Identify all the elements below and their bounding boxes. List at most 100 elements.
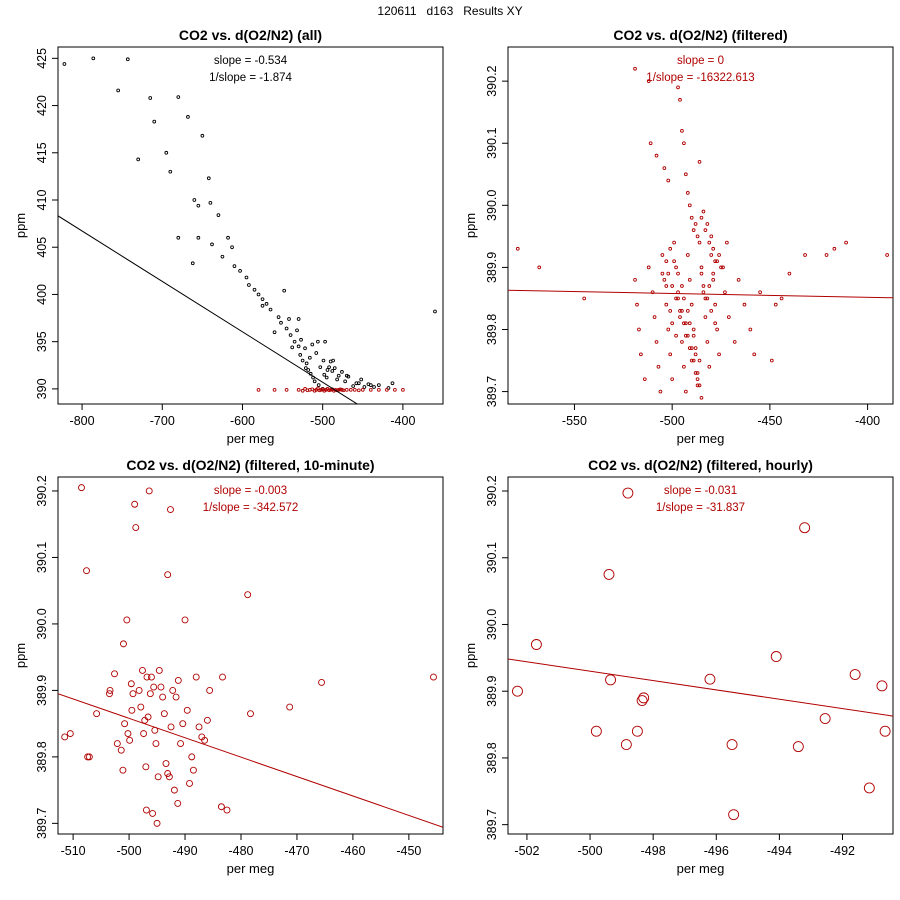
data-point [117, 746, 125, 754]
data-point [662, 277, 667, 282]
y-tick-label: 400 [35, 284, 49, 305]
data-point [295, 328, 299, 333]
data-point [685, 253, 690, 257]
regression-line [58, 215, 359, 404]
data-point [650, 290, 655, 295]
data-point [360, 387, 365, 392]
data-point [312, 379, 317, 384]
data-point [674, 333, 678, 338]
data-point [145, 487, 153, 495]
data-point [703, 296, 708, 301]
data-point [683, 172, 688, 177]
data-point [537, 265, 542, 270]
y-tick-label: 390.0 [35, 608, 49, 639]
data-point [705, 340, 710, 344]
plot-area [58, 484, 443, 828]
data-point [143, 673, 151, 681]
data-point [356, 388, 361, 393]
data-point [141, 716, 149, 724]
data-point [723, 290, 727, 295]
data-point [660, 271, 665, 276]
data-point [352, 387, 357, 392]
data-point [656, 364, 661, 369]
data-point [272, 387, 277, 392]
panel-title: CO2 vs. d(O2/N2) (filtered) [613, 27, 787, 43]
data-point [736, 277, 741, 282]
data-point [654, 153, 659, 158]
data-point [116, 88, 121, 93]
data-point [106, 686, 114, 694]
data-point [689, 358, 694, 363]
data-point [341, 388, 346, 393]
data-point [512, 685, 523, 697]
data-point [666, 327, 671, 332]
x-tick-label: -450 [396, 844, 421, 858]
x-tick-label: -490 [173, 844, 198, 858]
data-point [164, 571, 172, 579]
data-point [113, 740, 121, 748]
data-point [707, 284, 712, 288]
data-point [685, 191, 690, 195]
data-point [803, 253, 807, 257]
data-point [705, 296, 710, 301]
data-point [682, 141, 686, 146]
data-point [310, 342, 315, 347]
x-tick-label: -500 [310, 414, 335, 428]
data-point [288, 333, 293, 337]
data-point [683, 333, 688, 338]
data-point [697, 160, 702, 164]
data-point [670, 284, 675, 288]
data-point [682, 364, 686, 369]
x-tick-label: -496 [704, 844, 729, 858]
data-point [179, 720, 187, 728]
data-point [247, 710, 254, 718]
y-tick-label: 389.8 [35, 741, 49, 772]
data-point [296, 317, 301, 321]
data-point [709, 234, 714, 239]
data-point [664, 302, 669, 307]
data-point [318, 678, 326, 686]
data-point [286, 703, 294, 711]
data-point [401, 387, 405, 392]
data-point [707, 240, 712, 245]
data-point [372, 385, 376, 389]
data-point [676, 296, 680, 301]
data-point [678, 315, 682, 319]
data-point [351, 384, 356, 388]
data-point [319, 387, 323, 392]
data-point [726, 739, 738, 751]
data-point [126, 736, 134, 744]
y-tick-label: 390.0 [485, 190, 499, 221]
data-point [348, 387, 353, 392]
data-point [244, 591, 252, 599]
data-point [359, 377, 364, 382]
data-point [188, 753, 196, 761]
x-tick-label: -502 [514, 844, 539, 858]
inverse-slope-label: 1/slope = -16322.613 [646, 72, 754, 84]
data-point [695, 234, 700, 239]
data-point [252, 287, 257, 292]
data-point [693, 371, 698, 375]
data-point [674, 296, 678, 301]
data-point [206, 176, 211, 181]
data-point [590, 725, 602, 737]
x-axis-label: per meg [677, 431, 725, 446]
data-point [728, 809, 740, 821]
data-point [664, 284, 669, 288]
data-point [78, 484, 85, 492]
y-axis-label: ppm [463, 643, 478, 668]
data-point [773, 302, 778, 307]
data-point [344, 387, 349, 392]
data-point [335, 377, 339, 382]
y-tick-label: 420 [35, 95, 49, 116]
data-point [303, 346, 307, 351]
data-point [196, 203, 201, 208]
slope-label: slope = -0.003 [214, 485, 287, 497]
data-point [316, 339, 320, 344]
data-point [631, 725, 643, 737]
x-tick-label: -550 [562, 414, 587, 428]
y-tick-label: 389.9 [35, 675, 49, 706]
data-point [121, 720, 129, 728]
data-point [292, 339, 297, 344]
